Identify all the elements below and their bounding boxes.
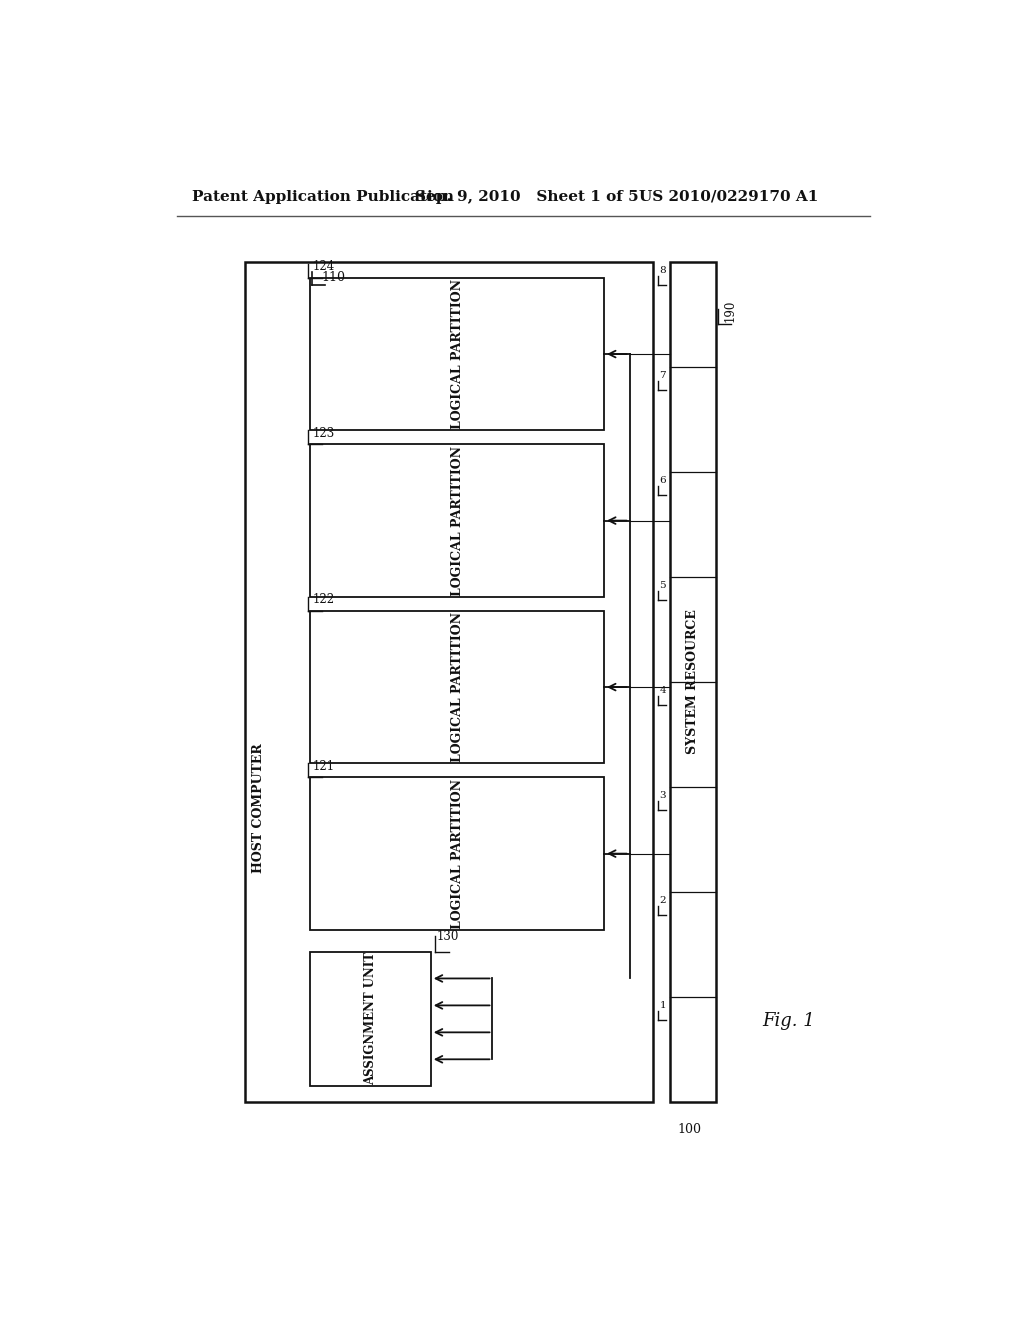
Text: 121: 121 — [313, 760, 335, 772]
Text: 2: 2 — [659, 896, 667, 906]
Text: 5: 5 — [659, 581, 667, 590]
Text: 190: 190 — [724, 300, 736, 322]
Text: 1: 1 — [659, 1001, 667, 1010]
Text: LOGICAL PARTITION: LOGICAL PARTITION — [451, 279, 464, 429]
Text: LOGICAL PARTITION: LOGICAL PARTITION — [451, 779, 464, 928]
Text: 130: 130 — [437, 931, 460, 942]
Text: 122: 122 — [313, 593, 335, 606]
Text: Fig. 1: Fig. 1 — [762, 1012, 815, 1030]
Bar — [310, 952, 431, 1086]
Bar — [670, 263, 716, 1102]
Bar — [310, 777, 604, 929]
Text: LOGICAL PARTITION: LOGICAL PARTITION — [451, 446, 464, 595]
Text: 3: 3 — [659, 791, 667, 800]
Text: LOGICAL PARTITION: LOGICAL PARTITION — [451, 612, 464, 762]
Text: ASSIGNMENT UNIT: ASSIGNMENT UNIT — [364, 952, 377, 1085]
Text: Patent Application Publication: Patent Application Publication — [193, 190, 455, 203]
Bar — [310, 277, 604, 430]
Text: HOST COMPUTER: HOST COMPUTER — [252, 743, 265, 873]
Text: US 2010/0229170 A1: US 2010/0229170 A1 — [639, 190, 818, 203]
Text: 123: 123 — [313, 426, 335, 440]
Bar — [310, 611, 604, 763]
Text: SYSTEM RESOURCE: SYSTEM RESOURCE — [686, 610, 699, 755]
Text: 7: 7 — [659, 371, 667, 380]
Text: 100: 100 — [677, 1123, 701, 1137]
Text: 110: 110 — [322, 271, 345, 284]
Text: 6: 6 — [659, 477, 667, 486]
Text: 124: 124 — [313, 260, 335, 273]
Bar — [245, 263, 652, 1102]
Text: 4: 4 — [659, 686, 667, 696]
Bar — [310, 445, 604, 597]
Text: Sep. 9, 2010   Sheet 1 of 5: Sep. 9, 2010 Sheet 1 of 5 — [416, 190, 639, 203]
Text: 8: 8 — [659, 267, 667, 276]
